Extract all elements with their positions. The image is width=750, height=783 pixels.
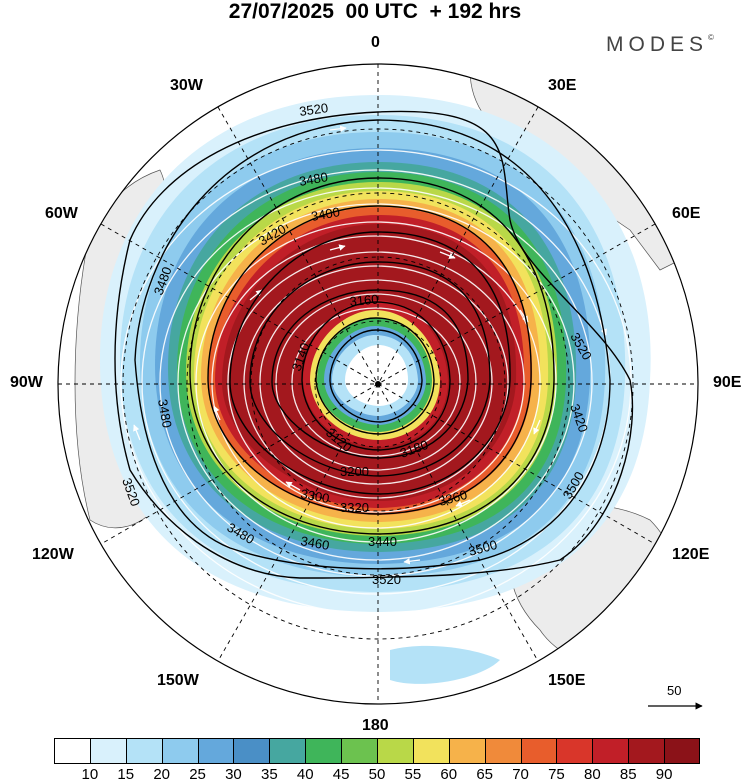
colorbar-swatch (89, 738, 126, 764)
colorbar-swatch (448, 738, 485, 764)
colorbar-tick-label: 25 (189, 766, 206, 783)
colorbar-tick-label: 40 (296, 766, 314, 783)
colorbar-swatch (233, 738, 270, 764)
colorbar-tick-label: 55 (404, 766, 422, 783)
colorbar-swatch (628, 738, 665, 764)
lon-label-90e: 90E (713, 374, 742, 391)
colorbar-tick-label: 90 (655, 766, 673, 783)
height-contours (114, 110, 634, 579)
colorbar-tick-label: 60 (440, 766, 458, 783)
contour-label: 3440 (368, 534, 397, 549)
contour-label: 3500 (467, 537, 499, 559)
lon-label-120e: 120E (672, 546, 710, 563)
contour-label: 3360 (437, 487, 469, 509)
colorbar-tick-label: 70 (512, 766, 529, 783)
contour-label: 3520 (298, 100, 329, 119)
south-pole-marker (375, 381, 381, 387)
reference-vector-label: 50 (667, 683, 682, 698)
lon-label-150e: 150E (548, 672, 586, 689)
colorbar-tick-label: 65 (476, 766, 493, 783)
colorbar-tick-label: 50 (368, 766, 386, 783)
lon-label-150w: 150W (157, 672, 199, 689)
contour-label: 3300 (299, 486, 330, 506)
colorbar-swatch (377, 738, 413, 764)
colorbar-swatch (520, 738, 557, 764)
colorbar-swatch (197, 738, 234, 764)
contour-label: 3200 (340, 464, 369, 479)
lon-label-60e: 60E (672, 205, 701, 222)
contour-label: 3160 (349, 292, 379, 309)
colorbar-swatch (269, 738, 306, 764)
colorbar-swatch (484, 738, 521, 764)
colorbar-tick-label: 20 (153, 766, 170, 783)
contour-label: 3480 (155, 398, 175, 429)
colorbar-tick-label: 30 (225, 766, 242, 783)
brand-logo: MODES© (606, 33, 714, 56)
lon-label-120w: 120W (32, 546, 74, 563)
colorbar-swatch (54, 738, 90, 764)
colorbar-swatch (161, 738, 198, 764)
colorbar-tick-label: 80 (583, 766, 601, 783)
colorbar-swatch (125, 738, 162, 764)
map-boundary (57, 63, 699, 705)
colorbar-swatch (341, 738, 377, 764)
colorbar-tick-label: 75 (548, 766, 565, 783)
colorbar-swatch (592, 738, 629, 764)
lon-label-0: 0 (371, 34, 380, 51)
colorbar-swatch (412, 738, 449, 764)
colorbar-tick-label: 85 (619, 766, 637, 783)
colorbar-swatch (556, 738, 593, 764)
colorbar-tick-label: 10 (81, 766, 99, 783)
colorbar-tick-label: 35 (260, 766, 278, 783)
lon-label-60w: 60W (45, 205, 78, 222)
lon-label-30w: 30W (170, 77, 203, 94)
contour-label: 3520 (372, 572, 401, 587)
colorbar-swatch (305, 738, 342, 764)
contour-label: 3480 (298, 169, 329, 189)
lon-label-90w: 90W (10, 374, 43, 391)
polar-map: 3520 3480 3400 3420 3160 3140 3120 3180 … (57, 63, 703, 710)
map-title: 27/07/2025 00 UTC + 192 hrs (228, 0, 522, 23)
contour-label: 3460 (299, 533, 330, 553)
colorbar-swatch (664, 738, 700, 764)
lon-label-180: 180 (362, 717, 389, 734)
streamlines (120, 149, 632, 615)
colorbar-tick-label: 15 (117, 766, 135, 783)
colorbar-tick-label: 45 (332, 766, 350, 783)
lon-label-30e: 30E (548, 77, 577, 94)
contour-label: 3320 (340, 500, 369, 515)
contour-label: 3400 (310, 204, 341, 224)
